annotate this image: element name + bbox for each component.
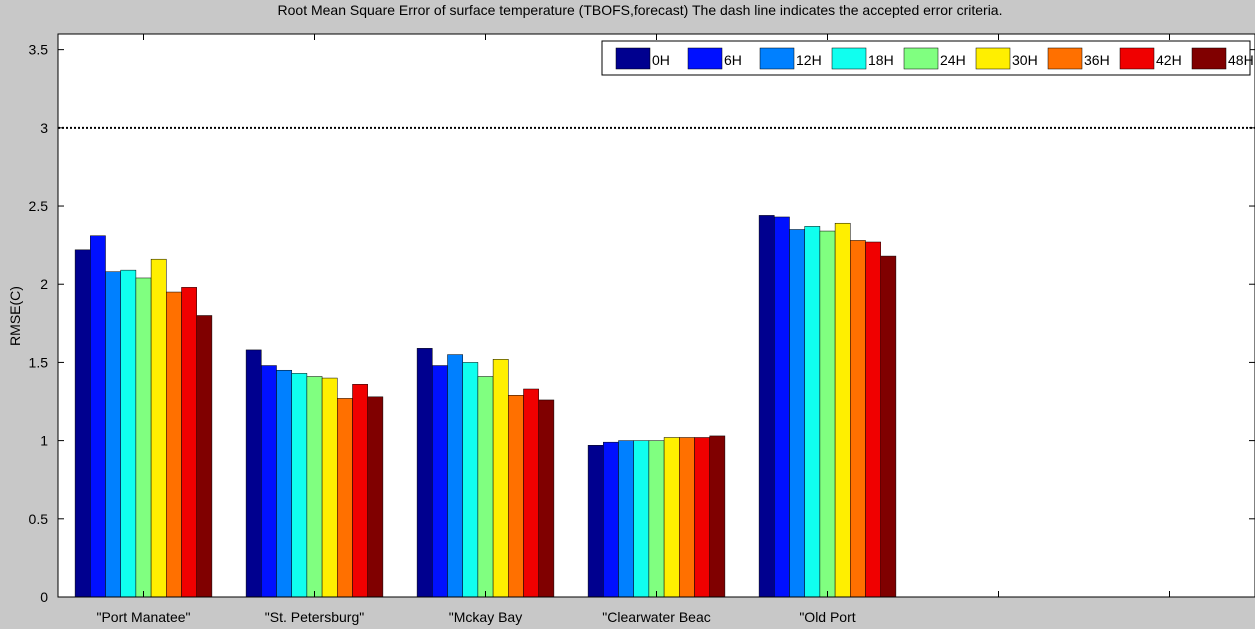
y-tick-label: 3.5 (29, 42, 49, 58)
bar (508, 395, 524, 598)
bar (538, 399, 555, 598)
legend-swatch (1119, 47, 1155, 70)
legend-label: 48H (1228, 52, 1254, 68)
bar (306, 376, 323, 598)
bar (618, 440, 634, 598)
bar (135, 277, 152, 598)
legend-label: 36H (1084, 52, 1110, 68)
y-tick-label: 0.5 (29, 511, 49, 527)
bar (492, 359, 509, 598)
y-tick-label: 1.5 (29, 354, 49, 370)
legend-swatch (615, 47, 651, 70)
bar (804, 226, 821, 598)
bar (276, 369, 292, 598)
legend-swatch (831, 47, 867, 70)
legend-label: 18H (868, 52, 894, 68)
y-tick-label: 2.5 (29, 198, 49, 214)
bar (181, 287, 197, 598)
x-tick-label: "Old Port (799, 609, 855, 625)
bar (291, 373, 308, 598)
bar (648, 440, 665, 598)
bar (321, 377, 338, 598)
bar (105, 271, 121, 598)
bar (523, 388, 539, 598)
bar (261, 365, 277, 598)
legend-label: 30H (1012, 52, 1038, 68)
bar (367, 396, 384, 598)
chart-title: Root Mean Square Error of surface temper… (278, 2, 1003, 18)
bar (416, 348, 433, 598)
bar (865, 241, 881, 598)
legend-label: 6H (724, 52, 742, 68)
x-tick-label: "Mckay Bay (449, 609, 522, 625)
legend: 0H 6H 12H 18H 24H 30H 36H 42H 48H (601, 40, 1254, 76)
bar (462, 362, 479, 598)
bar (447, 354, 463, 598)
bar (90, 235, 106, 598)
axes-group: 0 0.5 1 1.5 2 2.5 3 3.5 "Port Manatee" "St. Peter… (29, 33, 1255, 625)
bar (120, 269, 137, 598)
bar (709, 435, 726, 598)
bar (166, 291, 182, 598)
bar (758, 215, 775, 598)
bar (834, 222, 851, 598)
bar (679, 437, 695, 598)
legend-swatch (687, 47, 723, 70)
bar (819, 230, 836, 598)
y-tick-label: 1 (40, 433, 48, 449)
legend-label: 0H (652, 52, 670, 68)
legend-swatch (1191, 47, 1227, 70)
bar (880, 255, 897, 598)
x-tick-label: "St. Petersburg" (265, 609, 364, 625)
legend-swatch (759, 47, 795, 70)
legend-label: 42H (1156, 52, 1182, 68)
x-tick-label: "Clearwater Beac (602, 609, 710, 625)
legend-label: 12H (796, 52, 822, 68)
bar (789, 229, 805, 598)
bar (245, 349, 262, 598)
bar (352, 384, 368, 598)
legend-label: 24H (940, 52, 966, 68)
legend-swatch (1047, 47, 1083, 70)
bar (694, 437, 710, 598)
bar (337, 398, 353, 598)
bar (587, 445, 604, 598)
y-axis-label: RMSE(C) (7, 286, 23, 346)
bar (603, 441, 619, 598)
legend-swatch (903, 47, 939, 70)
y-tick-label: 3 (40, 120, 48, 136)
bar (850, 240, 866, 598)
bar (74, 249, 91, 598)
y-tick-label: 0 (40, 589, 48, 605)
x-tick-label: "Port Manatee" (97, 609, 191, 625)
bar (477, 376, 494, 598)
bar (196, 315, 213, 598)
legend-swatch (975, 47, 1011, 70)
bar (633, 440, 650, 598)
bar (150, 258, 167, 598)
bar (663, 437, 680, 598)
y-tick-label: 2 (40, 276, 48, 292)
bar (774, 216, 790, 598)
bar (432, 365, 448, 598)
